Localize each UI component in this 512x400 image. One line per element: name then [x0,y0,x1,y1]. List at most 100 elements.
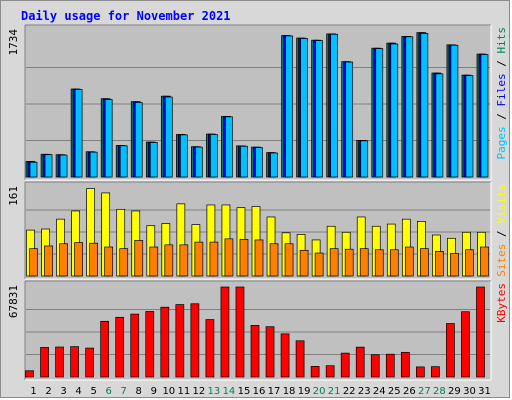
panel-hits_files_pages: 1734 Pages / Files / Hits [7,24,508,181]
bar-kbytes-day-21 [325,365,335,378]
legend-part: Visits [495,184,508,224]
day-label-19: 19 [298,386,311,397]
bar-kbytes-day-12 [190,303,200,378]
bar-pages-day-11 [179,134,188,178]
panel-visits_sites: 161 Sites / Visits [7,181,508,280]
bar-kbytes-day-15 [235,286,245,378]
bar-sites-day-18 [284,243,294,277]
legend-part: / [495,54,508,74]
day-label-24: 24 [373,386,386,397]
axis-legend-kbytes: KBytes [495,283,508,323]
bar-sites-day-9 [149,246,159,277]
axis-legend-hits_files_pages: Pages / Files / Hits [495,27,508,160]
bar-kbytes-day-3 [55,346,64,378]
bar-kbytes-day-29 [446,323,455,378]
bar-sites-day-23 [359,248,369,277]
day-label-27: 27 [418,386,431,397]
bar-pages-day-28 [435,73,444,178]
panel-kbytes: 67831 KBytes [7,280,508,381]
bar-kbytes-day-31 [476,286,485,378]
bar-pages-day-16 [255,147,263,178]
bar-pages-day-7 [119,145,128,178]
bar-kbytes-day-9 [145,311,155,378]
day-label-11: 11 [177,386,190,397]
bar-pages-day-2 [44,154,53,178]
bar-sites-day-15 [239,239,249,277]
bar-pages-day-31 [480,54,489,178]
bar-kbytes-day-1 [25,370,34,378]
bar-kbytes-day-8 [130,313,140,378]
y-max-label-kbytes: 67831 [7,285,20,318]
day-label-12: 12 [193,386,206,397]
bar-sites-day-13 [209,241,219,277]
bar-kbytes-day-28 [431,366,440,378]
legend-part: Files [495,73,508,106]
bar-sites-day-5 [89,242,98,277]
legend-part: Sites [495,244,508,277]
bar-pages-day-3 [59,154,68,178]
day-label-6: 6 [105,386,111,397]
bar-pages-day-5 [89,151,98,178]
bar-sites-day-7 [119,248,129,277]
bar-pages-day-30 [465,75,474,178]
bar-sites-day-1 [29,248,38,277]
day-label-15: 15 [238,386,251,397]
bar-sites-day-4 [74,242,83,277]
bar-pages-day-23 [360,140,369,178]
day-label-20: 20 [313,386,326,397]
bar-sites-day-28 [435,251,444,277]
bar-sites-day-14 [224,238,234,277]
bar-kbytes-day-7 [115,316,125,378]
bar-kbytes-day-25 [385,353,395,378]
bar-kbytes-day-16 [250,325,260,378]
day-label-10: 10 [162,386,175,397]
day-label-21: 21 [328,386,341,397]
bar-sites-day-17 [269,243,279,277]
bar-sites-day-12 [194,241,204,277]
day-label-1: 1 [30,386,36,397]
day-label-29: 29 [448,386,461,397]
legend-part: / [495,224,508,244]
bar-kbytes-day-19 [295,340,305,378]
bar-pages-day-9 [149,142,158,178]
day-label-26: 26 [403,386,416,397]
bar-kbytes-day-22 [340,352,350,378]
day-label-28: 28 [433,386,446,397]
bar-sites-day-16 [254,239,264,277]
bar-pages-day-26 [405,36,414,178]
bar-sites-day-22 [344,248,354,277]
bar-pages-day-8 [134,102,143,178]
bar-sites-day-27 [420,248,429,277]
day-label-17: 17 [268,386,281,397]
bar-pages-day-13 [210,134,218,178]
bar-pages-day-15 [240,145,248,178]
legend-part: Hits [495,27,508,54]
day-label-16: 16 [253,386,266,397]
axis-legend-visits_sites: Sites / Visits [495,184,508,277]
day-label-7: 7 [121,386,127,397]
bar-kbytes-day-26 [400,351,410,378]
day-label-30: 30 [463,386,476,397]
bar-sites-day-2 [44,245,53,277]
bar-pages-day-1 [29,161,38,178]
bar-pages-day-19 [300,38,308,178]
bar-pages-day-14 [225,116,233,178]
bar-pages-day-12 [195,146,203,178]
day-label-22: 22 [343,386,356,397]
bar-pages-day-18 [285,35,293,178]
bar-kbytes-day-5 [85,347,94,378]
legend-part: KBytes [495,283,508,323]
bar-sites-day-25 [389,249,399,277]
bar-sites-day-26 [404,246,414,277]
day-label-4: 4 [75,386,81,397]
bar-kbytes-day-24 [370,354,380,378]
bar-sites-day-19 [299,249,309,277]
day-label-13: 13 [208,386,221,397]
bar-pages-day-17 [270,152,278,178]
bar-pages-day-10 [164,96,173,178]
bar-kbytes-day-18 [280,333,290,378]
day-label-23: 23 [358,386,371,397]
day-label-9: 9 [151,386,157,397]
bar-kbytes-day-20 [310,366,320,378]
